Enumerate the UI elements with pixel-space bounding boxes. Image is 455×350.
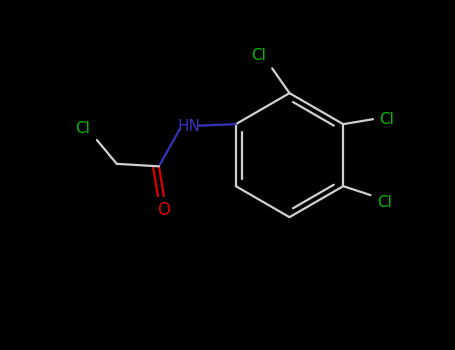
Text: Cl: Cl: [377, 195, 392, 210]
Text: O: O: [157, 201, 170, 219]
Text: Cl: Cl: [76, 121, 91, 135]
Text: Cl: Cl: [251, 48, 266, 63]
Text: HN: HN: [177, 119, 200, 134]
Text: Cl: Cl: [379, 112, 394, 127]
